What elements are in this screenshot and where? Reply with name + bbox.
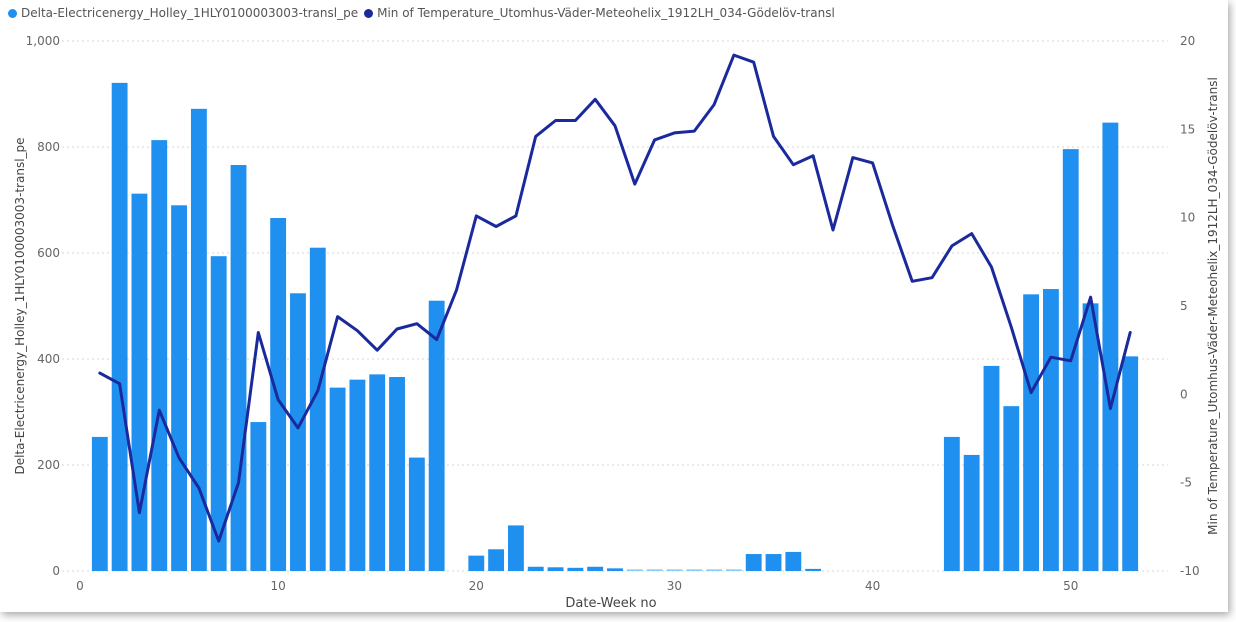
energy-bar [626, 569, 643, 571]
energy-bar [309, 247, 326, 571]
combo-chart: 0 200 400 600 800 1,000 -10 -5 0 5 10 15 20 0 10 20 30… [13, 34, 1220, 611]
x-axis-tick-label: 30 [667, 579, 682, 593]
energy-bar [686, 569, 703, 571]
energy-bar [210, 256, 227, 571]
energy-bar [706, 569, 722, 571]
energy-bar [963, 454, 980, 571]
energy-bar [607, 568, 623, 571]
energy-bar [527, 566, 544, 571]
energy-bar [349, 379, 366, 571]
energy-bar [1003, 406, 1020, 571]
energy-bar [290, 293, 306, 571]
x-axis-tick-label: 10 [271, 579, 286, 593]
left-axis-title: Delta-Electricenergy_Holley_1HLY01000030… [13, 137, 27, 474]
energy-bar [805, 568, 822, 571]
energy-bar [785, 551, 802, 571]
left-axis-tick-label: 1,000 [26, 34, 60, 48]
energy-bar [725, 569, 742, 571]
left-axis-tick-label: 200 [37, 458, 60, 472]
energy-bar [646, 569, 663, 571]
x-axis-tick-label: 20 [469, 579, 484, 593]
energy-bar [488, 549, 505, 571]
x-axis-title: Date-Week no [565, 596, 656, 611]
energy-bar [1043, 289, 1059, 571]
chart-card: Delta-Electricenergy_Holley_1HLY01000030… [8, 6, 1220, 611]
energy-bar [943, 436, 960, 571]
right-axis-tick-label: 15 [1180, 122, 1195, 136]
right-axis-tick-label: -5 [1180, 476, 1192, 490]
energy-bar [1102, 122, 1119, 572]
right-axis-tick-label: 5 [1180, 299, 1188, 313]
right-axis-title: Min of Temperature_Utomhus-Väder-Meteohe… [1206, 77, 1220, 535]
energy-bar [468, 555, 485, 571]
legend-marker-energy [8, 8, 17, 18]
energy-bar [389, 377, 405, 571]
left-axis-tick-label: 800 [37, 140, 60, 154]
chart-legend: Delta-Electricenergy_Holley_1HLY01000030… [8, 6, 841, 20]
left-axis-ticks: 0 200 400 600 800 1,000 [26, 34, 60, 578]
x-axis-tick-label: 40 [865, 579, 880, 593]
right-axis-tick-label: 0 [1180, 387, 1188, 401]
legend-item-temperature[interactable]: Min of Temperature_Utomhus-Väder-Meteohe… [364, 6, 835, 20]
energy-bar [111, 82, 128, 572]
left-axis-tick-label: 600 [37, 246, 60, 260]
right-axis-ticks: -10 -5 0 5 10 15 20 [1180, 34, 1200, 578]
energy-bar [190, 108, 207, 571]
temperature-line-path [98, 53, 1132, 543]
left-axis-tick-label: 400 [37, 352, 60, 366]
legend-marker-temperature [364, 8, 374, 18]
right-axis-tick-label: -10 [1180, 564, 1200, 578]
energy-bar [131, 193, 148, 571]
energy-bar [567, 567, 584, 571]
x-axis-tick-label: 50 [1063, 579, 1078, 593]
temperature-line [98, 53, 1132, 543]
energy-bar [1082, 303, 1099, 571]
energy-bar [666, 569, 683, 571]
energy-bar [369, 374, 386, 571]
x-axis-ticks: 0 10 20 30 40 50 [76, 579, 1078, 593]
energy-bar [151, 140, 168, 572]
gridlines [62, 40, 1168, 572]
energy-bar [1122, 356, 1139, 571]
legend-item-energy[interactable]: Delta-Electricenergy_Holley_1HLY01000030… [8, 6, 358, 20]
right-axis-tick-label: 10 [1180, 211, 1195, 225]
energy-bar [171, 205, 187, 572]
right-axis-tick-label: 20 [1180, 34, 1195, 48]
legend-label-energy: Delta-Electricenergy_Holley_1HLY01000030… [21, 6, 359, 20]
energy-bar [230, 165, 247, 571]
energy-bar [250, 422, 267, 571]
energy-bar [91, 436, 108, 571]
energy-bar [983, 365, 1000, 571]
energy-bar [745, 554, 762, 571]
energy-bar [408, 457, 425, 571]
energy-bar [765, 554, 782, 571]
energy-bar [1023, 294, 1040, 571]
energy-bar [329, 387, 346, 571]
energy-bar [508, 525, 524, 571]
energy-bars [91, 82, 1139, 572]
energy-bar [547, 567, 564, 571]
legend-label-temperature: Min of Temperature_Utomhus-Väder-Meteohe… [377, 6, 835, 20]
energy-bar [587, 566, 604, 571]
energy-bar [428, 300, 445, 571]
left-axis-tick-label: 0 [52, 564, 60, 578]
x-axis-tick-label: 0 [76, 579, 84, 593]
